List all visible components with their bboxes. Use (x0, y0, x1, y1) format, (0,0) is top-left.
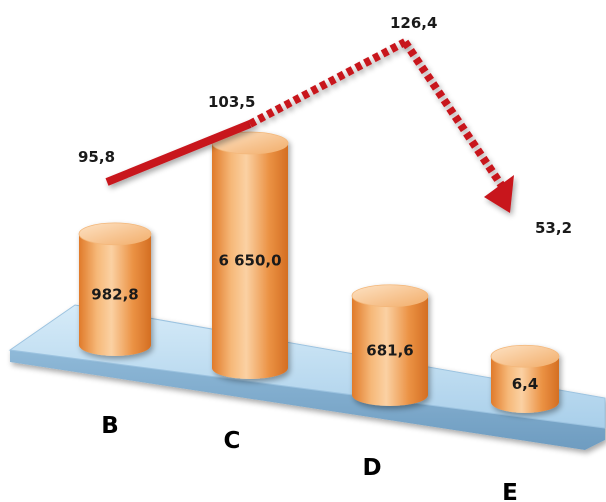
bar-body-C (212, 143, 288, 379)
bar-B (78, 222, 152, 356)
bar-D (351, 284, 429, 406)
category-labels-group: B C D E (101, 413, 518, 502)
line-value-label: 95,8 (78, 148, 115, 166)
bar-labels-group: 982,8 6 650,0 681,6 6,4 (91, 252, 538, 394)
line-labels-group: 95,8 103,5 126,4 53,2 (78, 14, 572, 237)
bar-body-E (491, 356, 559, 413)
bar-value-label: 681,6 (366, 341, 413, 359)
line-value-label: 126,4 (390, 14, 437, 32)
platform-front (10, 350, 605, 450)
category-label: D (362, 455, 381, 481)
category-label: E (502, 480, 518, 502)
bar-top-B (78, 222, 152, 246)
line-value-label: 103,5 (208, 93, 255, 111)
bar-body-D (352, 295, 428, 406)
line-arrowhead (484, 175, 514, 213)
bar-value-label: 6,4 (512, 375, 539, 393)
bar-top-D (351, 284, 429, 308)
bar-E (490, 344, 560, 413)
bar-body-B (79, 233, 151, 356)
line-series (105, 38, 514, 213)
category-label: B (101, 413, 119, 439)
bar-value-label: 982,8 (91, 285, 138, 303)
bar-value-label: 6 650,0 (218, 252, 281, 270)
line-segment-1 (105, 120, 252, 186)
category-label: C (224, 428, 241, 454)
line-segment-2 (248, 38, 407, 128)
line-value-label: 53,2 (535, 219, 572, 237)
bars-group (78, 131, 560, 413)
line-segment-3 (401, 39, 508, 192)
bar-top-E (490, 344, 560, 368)
